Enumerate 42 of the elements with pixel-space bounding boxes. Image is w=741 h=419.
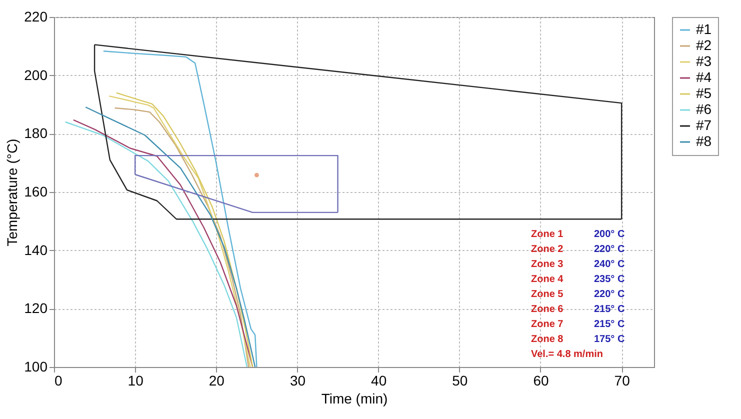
y-tick-label: 200 [24, 66, 48, 83]
y-tick-label: 220 [24, 8, 48, 24]
x-tick-label: 70 [614, 372, 630, 388]
annotation: Zone 5 [531, 289, 564, 300]
annotation: 215° C [594, 304, 625, 315]
legend-label: #5 [696, 85, 712, 101]
legend-label: #7 [696, 117, 712, 133]
annotation: Zone 1 [531, 229, 564, 240]
legend-label: #2 [696, 37, 712, 53]
y-tick-label: 100 [24, 358, 48, 374]
annotation: Zone 3 [531, 259, 564, 270]
legend-label: #1 [696, 21, 712, 37]
annotation: Zone 6 [531, 304, 564, 315]
annotation: Zone 7 [531, 319, 564, 330]
x-axis-title: Time (min) [321, 390, 388, 406]
y-tick-label: 160 [24, 184, 48, 200]
annotation: 240° C [594, 259, 625, 270]
legend-label: #3 [696, 53, 712, 69]
legend-label: #8 [696, 133, 712, 149]
x-tick-label: 50 [452, 372, 468, 388]
annotation: 215° C [594, 319, 625, 330]
annotation: Zone 4 [531, 274, 564, 285]
x-tick-label: 30 [290, 372, 306, 388]
annotation: 220° C [594, 244, 625, 255]
annotation: Zone 2 [531, 244, 564, 255]
annotation: 200° C [594, 229, 625, 240]
annotation: 175° C [594, 334, 625, 345]
x-tick-label: 0 [54, 372, 62, 388]
y-tick-label: 180 [24, 125, 48, 142]
annotation: Vel.= 4.8 m/min [531, 349, 603, 360]
y-tick-label: 140 [24, 242, 48, 258]
y-axis-title: Temperature (°C) [4, 138, 20, 246]
x-tick-label: 10 [128, 372, 144, 388]
annotation: Zone 8 [531, 334, 564, 345]
x-tick-label: 20 [208, 372, 225, 388]
annotation: 220° C [594, 289, 625, 300]
annotation: 235° C [594, 274, 625, 285]
x-tick-label: 40 [371, 372, 387, 388]
legend-label: #4 [696, 69, 712, 85]
x-tick-label: 60 [533, 372, 549, 388]
legend-label: #6 [696, 101, 712, 117]
y-tick-label: 120 [24, 300, 48, 316]
